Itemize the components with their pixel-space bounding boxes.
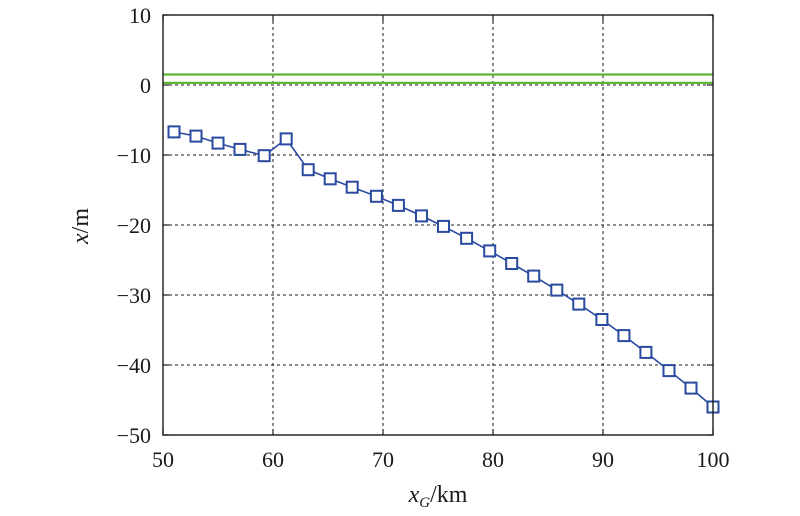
data-point — [301, 163, 315, 177]
data-point — [189, 129, 203, 143]
x-axis-label-unit: /km — [430, 482, 468, 508]
x-axis-label-var: x — [408, 482, 420, 508]
x-tick-label: 100 — [697, 447, 730, 472]
data-point — [617, 329, 631, 343]
grid-lines — [163, 15, 713, 435]
data-point — [279, 132, 293, 146]
data-point — [639, 345, 653, 359]
data-point — [167, 125, 181, 139]
y-tick-label: −50 — [117, 423, 151, 448]
data-point — [391, 198, 405, 212]
x-tick-label: 70 — [372, 447, 394, 472]
data-point — [345, 180, 359, 194]
data-point — [595, 313, 609, 326]
x-axis-label-sub: G — [419, 495, 430, 511]
y-tick-labels: 10 0 −10 −20 −30 −40 −50 — [117, 3, 151, 448]
data-point — [505, 257, 519, 270]
data-point — [211, 136, 225, 150]
data-point — [323, 172, 337, 186]
y-tick-label: −10 — [117, 143, 151, 168]
data-point — [437, 219, 450, 233]
y-tick-label: −30 — [117, 283, 151, 308]
data-point — [572, 297, 586, 311]
data-series — [167, 125, 720, 414]
x-tick-labels: 50 60 70 80 90 100 — [152, 447, 730, 472]
y-axis-label: x/m — [68, 208, 94, 245]
x-tick-label: 50 — [152, 447, 174, 472]
data-point — [233, 142, 247, 156]
data-point — [662, 364, 676, 378]
y-axis-label-var: x — [68, 233, 94, 245]
x-axis-label: xG/km — [408, 482, 468, 511]
data-point — [369, 189, 383, 203]
x-tick-label: 60 — [262, 447, 284, 472]
data-point — [460, 231, 474, 245]
y-axis-label-unit: /m — [68, 208, 94, 234]
data-point — [527, 269, 541, 283]
y-tick-label: −40 — [117, 353, 151, 378]
x-tick-label: 80 — [482, 447, 504, 472]
data-point — [483, 244, 497, 258]
y-tick-label: 10 — [129, 3, 151, 28]
axis-ticks — [162, 14, 714, 436]
data-point — [415, 209, 428, 223]
reference-lines — [163, 73, 713, 85]
x-tick-label: 90 — [592, 447, 614, 472]
data-point — [257, 149, 271, 163]
y-tick-label: −20 — [117, 213, 151, 238]
data-point — [550, 283, 564, 297]
data-point — [684, 381, 698, 395]
y-tick-label: 0 — [140, 73, 151, 98]
